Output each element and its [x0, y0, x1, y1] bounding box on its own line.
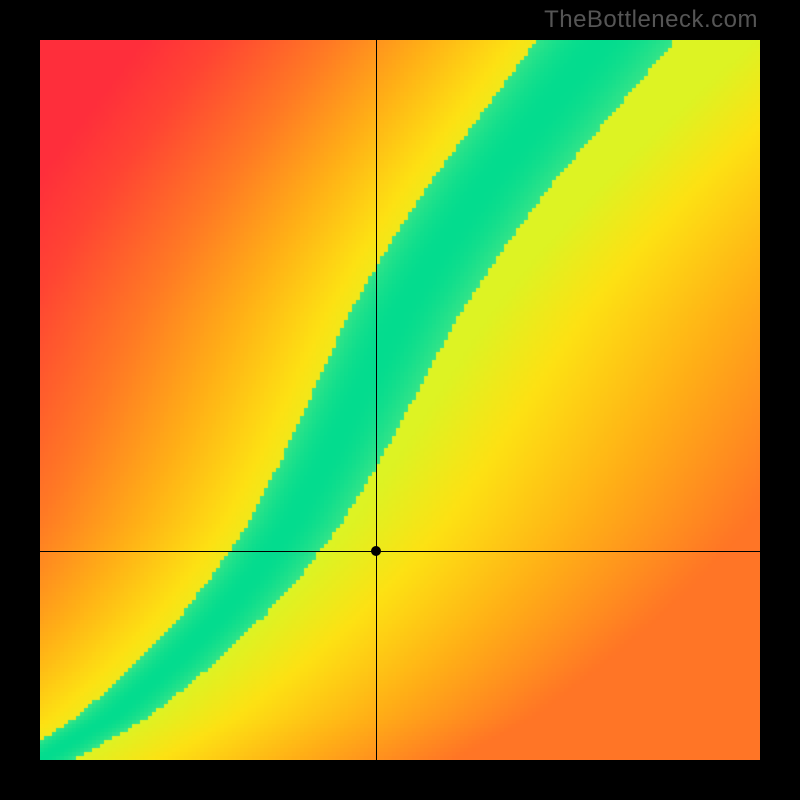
heatmap-canvas [40, 40, 760, 760]
chart-stage: TheBottleneck.com [0, 0, 800, 800]
selection-marker [371, 546, 381, 556]
crosshair-horizontal [40, 551, 760, 552]
watermark-text: TheBottleneck.com [544, 6, 758, 34]
crosshair-vertical [376, 40, 377, 760]
plot-area [40, 40, 760, 760]
